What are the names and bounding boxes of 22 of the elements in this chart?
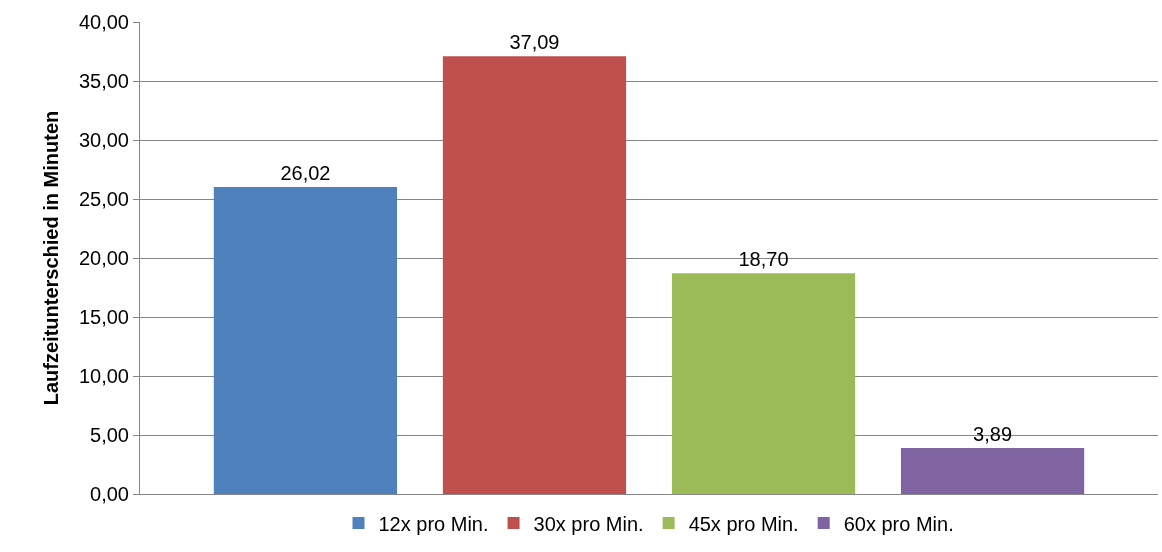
y-tick-label: 15,00 — [78, 306, 129, 328]
legend-label: 60x pro Min. — [843, 512, 954, 535]
y-tick-label: 20,00 — [78, 247, 129, 269]
y-tick-label: 0,00 — [90, 483, 129, 505]
data-label: 18,70 — [738, 248, 789, 271]
data-label: 37,09 — [509, 31, 560, 54]
y-tick-label: 35,00 — [78, 70, 129, 92]
y-tick-label: 40,00 — [78, 11, 129, 33]
bar — [213, 186, 398, 494]
data-label: 26,02 — [280, 161, 331, 184]
data-label: 3,89 — [973, 423, 1013, 446]
bar — [900, 448, 1085, 494]
y-tick-label: 10,00 — [78, 365, 129, 387]
y-tick-label: 5,00 — [90, 424, 129, 446]
y-tick-label: 25,00 — [78, 188, 129, 210]
bar — [442, 56, 627, 494]
bar — [671, 273, 856, 494]
y-axis-title: Laufzeitunterschied in Minuten — [40, 110, 63, 406]
legend-label: 12x pro Min. — [378, 512, 489, 535]
legend-label: 30x pro Min. — [533, 512, 644, 535]
legend-label: 45x pro Min. — [688, 512, 799, 535]
y-tick-label: 30,00 — [78, 129, 129, 151]
